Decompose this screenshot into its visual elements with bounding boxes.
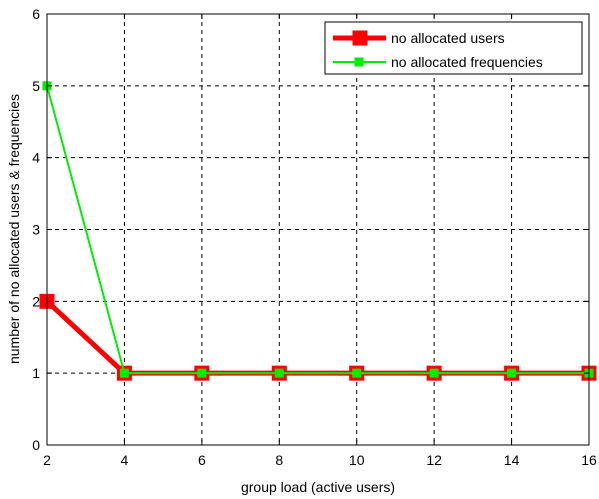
- data-point-no-allocated-frequencies: [274, 368, 284, 378]
- y-tick-label: 6: [32, 6, 40, 22]
- x-tick-label: 8: [275, 452, 283, 468]
- y-tick-label: 1: [32, 365, 40, 381]
- y-tick-label: 3: [32, 222, 40, 238]
- x-tick-label: 14: [504, 452, 520, 468]
- data-point-no-allocated-frequencies: [352, 368, 362, 378]
- data-point-no-allocated-frequencies: [429, 368, 439, 378]
- y-tick-label: 0: [32, 437, 40, 453]
- legend-marker-frequencies: [354, 57, 364, 67]
- legend-marker-users: [352, 30, 368, 46]
- y-tick-label: 4: [32, 150, 40, 166]
- series-group: [39, 81, 597, 381]
- x-axis-title: group load (active users): [241, 479, 395, 495]
- x-tick-label: 4: [121, 452, 129, 468]
- x-tick-label: 12: [426, 452, 442, 468]
- x-tick-label: 2: [43, 452, 51, 468]
- x-tick-label: 6: [198, 452, 206, 468]
- y-axis-title: number of no allocated users & frequenci…: [6, 94, 22, 364]
- legend-label-users: no allocated users: [391, 30, 505, 46]
- data-point-no-allocated-frequencies: [197, 368, 207, 378]
- y-tick-label: 2: [32, 293, 40, 309]
- legend: no allocated users no allocated frequenc…: [324, 21, 583, 75]
- y-tick-label: 5: [32, 78, 40, 94]
- legend-label-frequencies: no allocated frequencies: [391, 54, 543, 70]
- legend-box: [324, 21, 583, 75]
- x-tick-label: 10: [349, 452, 365, 468]
- x-tick-label: 16: [581, 452, 597, 468]
- data-point-no-allocated-frequencies: [119, 368, 129, 378]
- series-line-no-allocated-frequencies: [46, 85, 589, 375]
- data-point-no-allocated-frequencies: [507, 368, 517, 378]
